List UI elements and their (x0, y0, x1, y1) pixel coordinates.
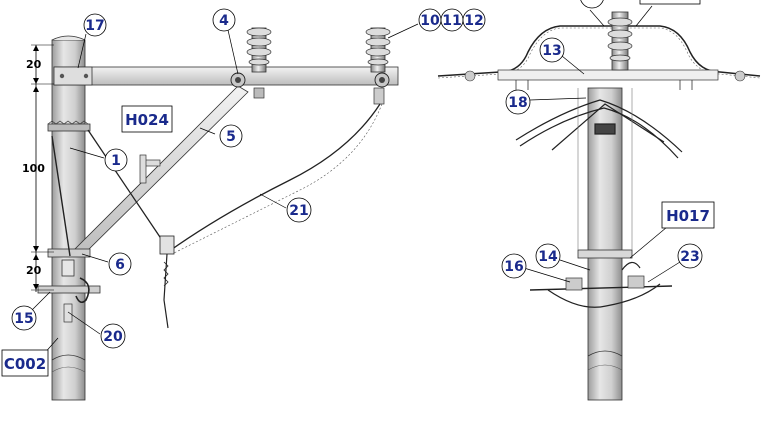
code-h024-text: H024 (125, 111, 169, 129)
callout-14: 14 (535, 243, 561, 269)
pole-band-top (47, 120, 91, 132)
callout-21: 21 (286, 197, 312, 223)
callout-11: 11 (440, 8, 464, 32)
callout-20-text: 20 (103, 329, 123, 345)
callout-partial-left (580, 0, 604, 9)
dim-label-middle: 100 (22, 162, 45, 175)
callout-18: 18 (505, 89, 531, 115)
code-label-c002: C002 (1, 349, 49, 377)
dim-label-top: 20 (26, 58, 42, 71)
leader-lines-left (29, 23, 419, 357)
bottom-clamp (529, 261, 673, 308)
callout-16-text: 16 (504, 259, 523, 275)
pole-left (51, 35, 86, 401)
callout-18-text: 18 (508, 95, 527, 111)
pole-band-clamp (37, 259, 101, 323)
code-label-h024: H024 (121, 105, 173, 133)
callout-12-text: 12 (464, 13, 483, 29)
callout-6: 6 (108, 252, 132, 276)
callout-11-text: 11 (442, 13, 461, 29)
code-h017-text: H017 (666, 207, 710, 225)
callout-15: 15 (11, 305, 37, 331)
callout-17: 17 (83, 13, 107, 37)
guy-wire-pole (51, 135, 71, 257)
callout-12: 12 (462, 8, 486, 32)
code-c002-text: C002 (4, 355, 46, 373)
insulator-top-right (607, 11, 633, 71)
insulator-10 (365, 27, 391, 105)
callout-4-text: 4 (219, 13, 229, 29)
callout-23: 23 (677, 243, 703, 269)
callout-10-text: 10 (420, 13, 440, 29)
callout-16: 16 (501, 253, 527, 279)
left-view: 20 100 20 17 4 10 (1, 8, 486, 401)
callout-17-text: 17 (85, 18, 104, 34)
callout-6-text: 6 (115, 257, 125, 273)
dim-label-bottom: 20 (26, 264, 42, 277)
bracket-mid (139, 154, 161, 184)
callout-partial-right (639, 0, 701, 5)
cross-arm (53, 66, 399, 86)
callout-5: 5 (219, 124, 243, 148)
callout-15-text: 15 (14, 311, 33, 327)
dimension-line: 20 100 20 (22, 44, 54, 292)
conductor-line-right (437, 25, 761, 90)
callout-21-text: 21 (289, 203, 308, 219)
conductor-drop (87, 103, 383, 329)
callout-1: 1 (104, 148, 128, 172)
callout-10: 10 (418, 8, 442, 32)
right-view: 13 18 14 16 23 H017 (437, 0, 761, 401)
callout-23-text: 23 (680, 249, 699, 265)
insulator-4 (230, 27, 272, 99)
pole-right (577, 87, 633, 401)
leader-lines-right (523, 5, 681, 283)
callout-20: 20 (100, 323, 126, 349)
callout-5-text: 5 (226, 129, 236, 145)
cross-wires (515, 99, 683, 159)
callout-13: 13 (539, 37, 565, 63)
frame-lines (577, 88, 633, 250)
code-label-h017: H017 (661, 201, 715, 229)
callout-14-text: 14 (538, 249, 558, 265)
callout-1-text: 1 (111, 153, 121, 169)
callout-13-text: 13 (542, 43, 561, 59)
callout-4: 4 (212, 8, 236, 32)
